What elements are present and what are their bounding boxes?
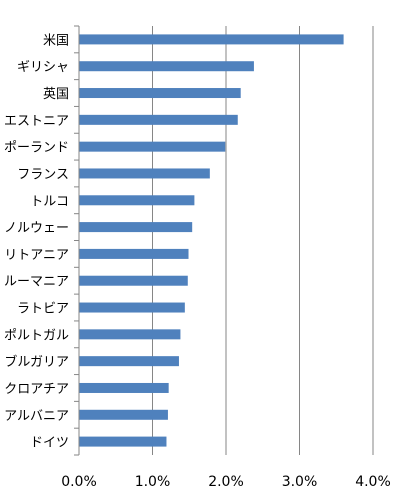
x-tick-label-1: 1.0%: [135, 474, 171, 490]
bar-7: [79, 222, 193, 233]
category-label-8: リトアニア: [4, 248, 69, 263]
bar-4: [79, 141, 226, 152]
bar-8: [79, 248, 189, 259]
category-label-14: アルバニア: [4, 409, 69, 424]
bar-1: [79, 61, 254, 72]
x-tick-label-3: 3.0%: [282, 474, 318, 490]
category-label-2: 英国: [43, 87, 69, 102]
category-label-9: ルーマニア: [4, 275, 69, 290]
category-label-5: フランス: [17, 167, 69, 182]
bars: [79, 34, 344, 447]
bar-12: [79, 356, 179, 367]
category-label-10: ラトビア: [17, 302, 69, 317]
bar-14: [79, 409, 168, 420]
category-label-4: ポーランド: [4, 141, 69, 156]
bar-2: [79, 88, 241, 99]
category-label-6: トルコ: [30, 194, 69, 209]
bar-11: [79, 329, 181, 340]
x-tick-label-4: 4.0%: [355, 474, 391, 490]
category-label-12: ブルガリア: [4, 354, 69, 370]
category-labels: 米国ギリシャ英国エストニアポーランドフランストルコノルウェーリトアニアルーマニア…: [4, 25, 79, 456]
bar-10: [79, 302, 185, 313]
x-tick-label-0: 0.0%: [61, 474, 97, 490]
category-label-13: クロアチア: [4, 382, 69, 397]
category-label-1: ギリシャ: [17, 60, 69, 75]
category-label-3: エストニア: [4, 114, 69, 129]
bar-6: [79, 195, 195, 206]
x-tick-label-2: 2.0%: [208, 474, 244, 490]
category-label-15: ドイツ: [30, 436, 69, 451]
bar-13: [79, 382, 169, 393]
bar-15: [79, 436, 167, 447]
bar-9: [79, 275, 188, 286]
category-label-11: ポルトガル: [4, 328, 69, 343]
bar-0: [79, 34, 344, 45]
category-label-7: ノルウェー: [4, 221, 69, 236]
bar-3: [79, 114, 238, 125]
x-tick-labels: 0.0% 1.0% 2.0% 3.0% 4.0%: [61, 474, 391, 490]
category-label-0: 米国: [43, 33, 69, 48]
bar-5: [79, 168, 210, 179]
